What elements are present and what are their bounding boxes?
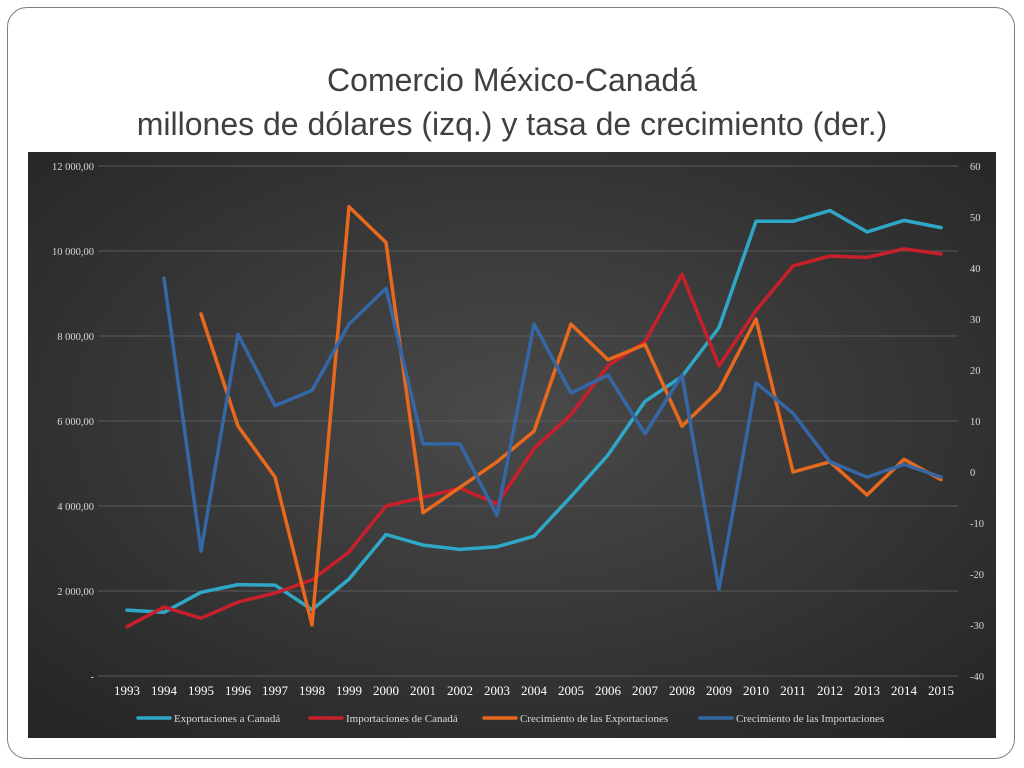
x-axis-tick-label: 2004: [521, 683, 548, 698]
x-axis-tick-label: 2010: [743, 683, 769, 698]
x-axis-tick-label: 1993: [114, 683, 140, 698]
legend-label: Exportaciones a Canadá: [174, 713, 280, 725]
x-axis-tick-label: 2002: [447, 683, 473, 698]
left-axis-tick-label: 12 000,00: [52, 162, 94, 173]
right-axis-tick-label: 30: [970, 315, 981, 326]
right-axis-tick-label: 20: [970, 366, 981, 377]
x-axis-tick-label: 2000: [373, 683, 399, 698]
left-axis-tick-label: 4 000,00: [57, 502, 94, 513]
title-line-2: millones de dólares (izq.) y tasa de cre…: [136, 106, 888, 142]
x-axis-tick-label: 2011: [780, 683, 806, 698]
x-axis-tick-label: 1997: [262, 683, 289, 698]
x-axis-tick-label: 1996: [225, 683, 252, 698]
x-axis-tick-label: 2008: [669, 683, 695, 698]
slide-title: Comercio México-Canadá millones de dólar…: [0, 58, 1024, 146]
x-axis-tick-label: 2015: [928, 683, 954, 698]
x-axis-tick-label: 2006: [595, 683, 622, 698]
x-axis-tick-label: 2014: [891, 683, 918, 698]
right-axis-tick-label: 10: [970, 417, 981, 428]
line-chart: - 2 000,00 4 000,00 6 000,00 8 000,00 10 000,…: [28, 152, 996, 738]
x-axis-tick-label: 2013: [854, 683, 880, 698]
x-axis-tick-label: 2005: [558, 683, 584, 698]
x-axis-tick-label: 1994: [151, 683, 178, 698]
x-axis-tick-label: 1998: [299, 683, 325, 698]
right-axis-tick-label: 60: [970, 162, 981, 173]
x-axis-tick-label: 2012: [817, 683, 843, 698]
legend-label: Importaciones de Canadá: [346, 713, 458, 725]
title-line-1: Comercio México-Canadá: [327, 62, 697, 98]
right-axis-tick-label: -40: [970, 672, 984, 683]
right-axis-tick-label: -30: [970, 621, 984, 632]
series-line-2: [125, 247, 943, 629]
x-axis-tick-label: 1999: [336, 683, 362, 698]
chart-container: - 2 000,00 4 000,00 6 000,00 8 000,00 10 000,…: [28, 152, 996, 738]
x-axis-tick-label: 2007: [632, 683, 659, 698]
x-axis-tick-label: 2001: [410, 683, 436, 698]
legend-label: Crecimiento de las Importaciones: [736, 713, 884, 725]
series-line-1: [125, 208, 943, 615]
x-axis-tick-label: 2003: [484, 683, 510, 698]
right-axis-tick-label: 0: [970, 468, 975, 479]
left-axis-tick-label: 2 000,00: [57, 587, 94, 598]
left-axis-tick-label: 8 000,00: [57, 332, 94, 343]
left-axis-tick-label: 10 000,00: [52, 247, 94, 258]
x-axis-tick-label: 2009: [706, 683, 732, 698]
left-axis-tick-label: 6 000,00: [57, 417, 94, 428]
right-axis-tick-label: 50: [970, 213, 981, 224]
x-axis-tick-label: 1995: [188, 683, 214, 698]
series-line-3: [199, 205, 943, 627]
right-axis-tick-label: -10: [970, 519, 984, 530]
right-axis-tick-label: -20: [970, 570, 984, 581]
right-axis-tick-label: 40: [970, 264, 981, 275]
legend-label: Crecimiento de las Exportaciones: [520, 713, 668, 725]
series-line-4: [162, 276, 943, 592]
left-axis-tick-label: -: [91, 672, 95, 683]
